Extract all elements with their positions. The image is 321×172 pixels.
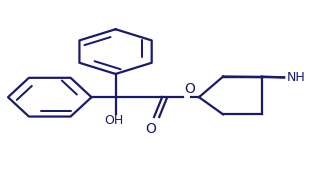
Text: O: O [145, 122, 156, 136]
Text: OH: OH [104, 114, 124, 127]
Text: O: O [185, 82, 195, 96]
Text: NH: NH [287, 71, 305, 84]
